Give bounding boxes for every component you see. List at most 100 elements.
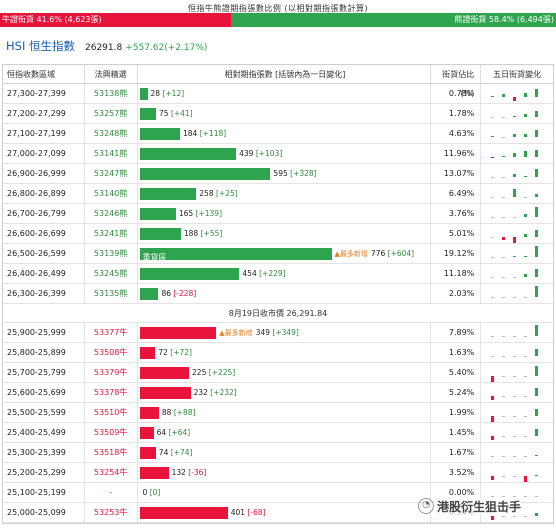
spark-bar [491, 95, 495, 97]
five-day-sparkline [489, 484, 549, 502]
range-cell: 25,400-25,499 [3, 423, 85, 442]
contracts-bar [139, 207, 176, 220]
spark-bar [502, 197, 506, 198]
spark-bar [524, 214, 528, 217]
five-day-sparkline [489, 165, 549, 183]
pct-cell: 5.24% [431, 383, 482, 402]
spark-bar [513, 277, 517, 278]
code-cell[interactable]: 53241熊 [85, 224, 138, 243]
five-day-cell [481, 124, 553, 143]
index-change: +557.62(+2.17%) [125, 43, 208, 53]
most-added-tag: ▲最多新增 [334, 249, 368, 258]
contracts-label: 75 [+41] [159, 104, 193, 123]
ratio-title: 恒指牛熊證期指張數比例 (以相對期指張數計算) [187, 4, 369, 13]
spark-bar [502, 436, 506, 437]
code-cell[interactable]: 53510牛 [85, 403, 138, 422]
contracts-label: 232 [+232] [194, 383, 237, 402]
spark-bar [513, 436, 517, 437]
contracts-label: 72 [+72] [158, 343, 192, 362]
spark-bar [513, 237, 517, 243]
code-cell[interactable]: 53518牛 [85, 443, 138, 462]
spark-bar [513, 174, 517, 177]
code-cell[interactable]: 53253牛 [85, 503, 138, 522]
code-cell[interactable]: 53135熊 [85, 284, 138, 303]
table-row: 26,300-26,399 53135熊 86 [-228] 2.03% [3, 284, 553, 304]
code-cell[interactable]: 53245熊 [85, 264, 138, 283]
five-day-cell [481, 443, 553, 462]
spark-bar [524, 336, 528, 337]
contracts-value: 232 [193, 387, 208, 397]
contracts-label: 439 [+103] [239, 144, 282, 163]
contracts-label: 188 [+55] [184, 224, 222, 243]
spark-bar [502, 137, 506, 138]
pct-cell: 5.01% [431, 224, 482, 243]
table-row: 27,100-27,199 53248熊 184 [+118] 4.63% [3, 124, 553, 144]
code-cell[interactable]: 53509牛 [85, 423, 138, 442]
range-cell: 25,600-25,699 [3, 383, 85, 402]
spark-bar [513, 97, 517, 102]
code-cell[interactable]: 53508牛 [85, 343, 138, 362]
code-cell[interactable]: 53247熊 [85, 164, 138, 183]
range-cell: 27,200-27,299 [3, 104, 85, 123]
contracts-cell: 64 [+64] [138, 423, 432, 442]
code-cell[interactable]: 53140熊 [85, 184, 138, 203]
contracts-value: 86 [161, 288, 171, 298]
ratio-bar: 牛證街貨 41.6% (4,623張) 熊證街貨 58.4% (6,494張) [0, 13, 556, 27]
contracts-value: 454 [242, 268, 257, 278]
index-name[interactable]: HSI 恒生指數 [6, 39, 75, 53]
table-row: 25,600-25,699 53378牛 232 [+232] 5.24% [3, 383, 553, 403]
spark-bar [524, 274, 528, 277]
spark-bar [502, 94, 506, 97]
five-day-cell [481, 503, 553, 522]
five-day-sparkline [489, 344, 549, 362]
spark-bar [491, 336, 495, 337]
code-cell[interactable]: 53138熊 [85, 84, 138, 103]
wechat-icon: ◔ [418, 498, 434, 514]
code-cell[interactable]: 53377牛 [85, 323, 138, 342]
spark-bar [491, 297, 495, 298]
spark-bar [502, 257, 506, 258]
spark-bar [535, 150, 539, 157]
contracts-bar [139, 107, 157, 120]
spark-bar [502, 396, 506, 397]
pct-cell: 4.63% [431, 124, 482, 143]
contracts-change: [+72] [170, 347, 192, 357]
code-cell[interactable]: 53379牛 [85, 363, 138, 382]
contracts-value: 28 [150, 88, 161, 98]
contracts-cell: 72 [+72] [138, 343, 432, 362]
range-cell: 25,800-25,899 [3, 343, 85, 362]
five-day-sparkline [489, 225, 549, 243]
spark-bar [535, 349, 539, 356]
range-cell: 26,300-26,399 [3, 284, 85, 303]
code-cell[interactable]: 53139熊 [85, 244, 138, 263]
contracts-bar [139, 227, 181, 240]
code-cell[interactable]: 53248熊 [85, 124, 138, 143]
contracts-cell: 88 [+88] [138, 403, 432, 422]
spark-bar [502, 277, 506, 278]
code-cell[interactable]: 53246熊 [85, 204, 138, 223]
five-day-sparkline [489, 205, 549, 223]
spark-bar [491, 496, 495, 497]
table-row: 25,500-25,599 53510牛 88 [+88] 1.99% [3, 403, 553, 423]
spark-bar [491, 476, 495, 481]
contracts-value: 165 [178, 208, 194, 218]
table-row: 26,500-26,599 53139熊 重貨區 ▲最多新增 776 [+604] 19.… [3, 244, 553, 264]
table-row: 26,600-26,699 53241熊 188 [+55] 5.01% [3, 224, 553, 244]
contracts-bar [139, 326, 217, 339]
spark-bar [491, 217, 495, 218]
contracts-bar [139, 386, 191, 399]
spark-bar [491, 237, 495, 238]
pct-cell: 11.96% [431, 144, 482, 163]
contracts-bar [139, 87, 148, 100]
spark-bar [491, 257, 495, 258]
code-cell[interactable]: 53254牛 [85, 463, 138, 482]
contracts-cell: 188 [+55] [138, 224, 432, 243]
contracts-change: [+139] [195, 208, 222, 218]
code-cell[interactable]: 53141熊 [85, 144, 138, 163]
contracts-change: [+55] [200, 228, 223, 238]
code-cell[interactable]: 53257熊 [85, 104, 138, 123]
code-cell[interactable]: 53378牛 [85, 383, 138, 402]
range-cell: 25,100-25,199 [3, 483, 85, 502]
five-day-cell [481, 463, 553, 482]
contracts-label: 88 [+88] [162, 403, 196, 422]
